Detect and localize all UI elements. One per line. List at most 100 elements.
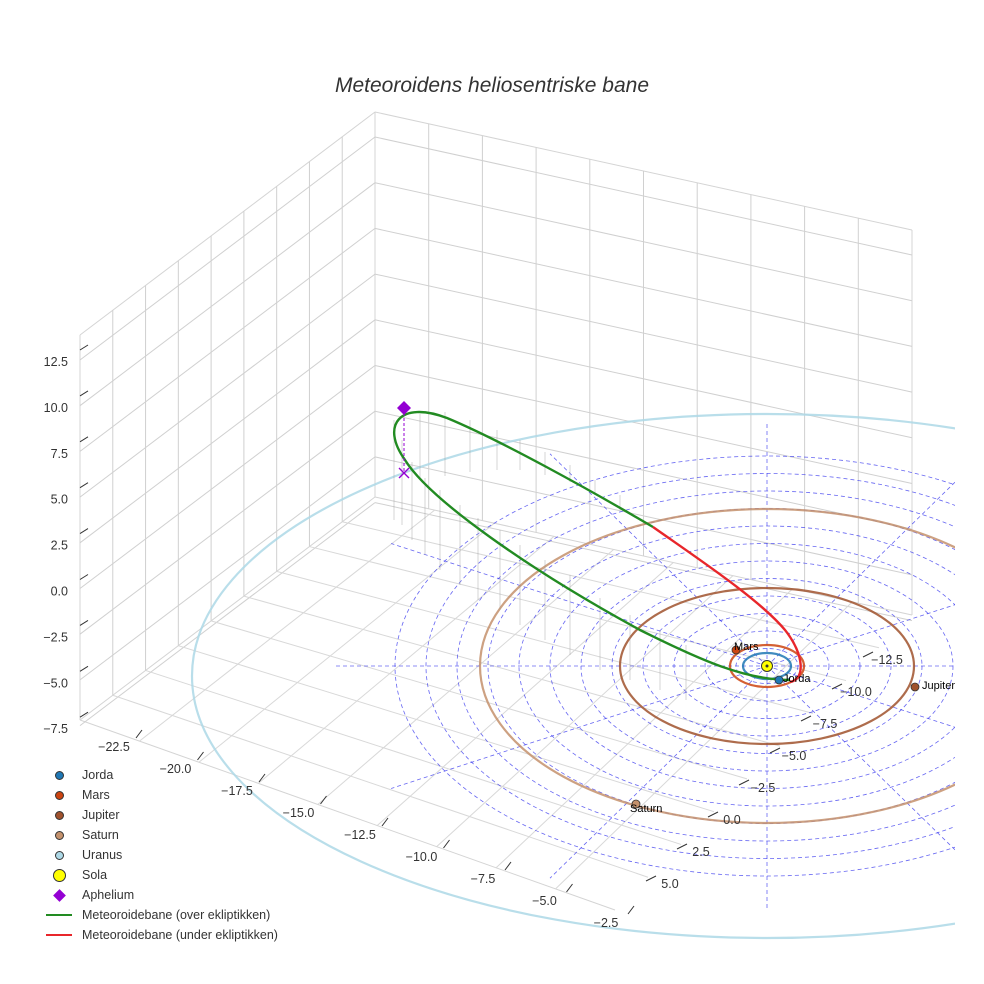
x-tick	[627, 905, 635, 915]
legend-label: Meteoroidebane (over ekliptikken)	[82, 908, 271, 922]
gridline	[79, 136, 376, 361]
planet-jupiter	[910, 682, 920, 692]
legend-symbol-icon	[42, 885, 76, 905]
gridline	[276, 570, 814, 714]
y-tick	[831, 683, 843, 690]
x-tick	[504, 861, 512, 871]
meteoroid-orbit	[393, 410, 802, 684]
x-tick	[197, 751, 204, 761]
x-tick	[135, 729, 143, 739]
gridline	[79, 456, 376, 681]
orbit-jupiter	[618, 586, 916, 746]
gridline	[79, 228, 376, 452]
legend-label: Saturn	[82, 828, 119, 842]
body-markers: Jorda Mars Jupiter Saturn	[397, 401, 955, 815]
legend-label: Mars	[82, 788, 110, 802]
orbit-mars	[728, 643, 806, 689]
x-tick	[258, 773, 266, 783]
x-tick-label: −5.0	[532, 894, 557, 908]
legend-entry: Jupiter	[42, 805, 278, 825]
z-tick-label: 10.0	[44, 401, 68, 415]
z-tick-label: 0.0	[51, 585, 68, 599]
orbit-saturn	[478, 507, 955, 825]
x-tick-label: −22.5	[98, 740, 130, 754]
z-tick	[79, 619, 89, 626]
y-tick	[769, 747, 781, 754]
box-edge	[79, 496, 376, 721]
z-tick-label: −5.0	[43, 676, 68, 690]
planet-label-jupiter: Jupiter	[922, 680, 955, 692]
axis-ticks: 12.5 10.0 7.5 5.0 2.5 0.0 −2.5 −5.0 −7.5 −22.5 −20…	[43, 344, 903, 930]
y-tick-label: −10.0	[840, 685, 872, 699]
gridline	[374, 502, 913, 622]
x-tick-label: −15.0	[283, 806, 315, 820]
legend-label: Aphelium	[82, 888, 135, 902]
legend-entry: Meteoroidebane (over ekliptikken)	[42, 905, 278, 925]
x-tick	[381, 817, 389, 827]
x-tick-label: −2.5	[594, 916, 619, 930]
planet-label-mars: Mars	[734, 641, 759, 653]
planet-label-jorda: Jorda	[783, 673, 811, 685]
z-tick	[79, 665, 89, 672]
ecliptic-polar-grid	[333, 421, 955, 911]
planet-label-saturn: Saturn	[630, 803, 662, 815]
y-tick-label: −5.0	[782, 749, 807, 763]
z-tick	[79, 528, 89, 535]
polar-spoke	[766, 665, 955, 851]
z-tick	[79, 482, 89, 489]
chart-title: Meteoroidens heliosentriske bane	[334, 74, 650, 97]
gridline	[178, 645, 715, 813]
legend-label: Jupiter	[82, 808, 120, 822]
x-tick-label: −20.0	[160, 762, 192, 776]
gridline	[342, 521, 880, 649]
gridline	[79, 182, 376, 407]
y-tick	[800, 715, 812, 722]
x-tick	[443, 839, 450, 849]
3d-gridlines	[79, 123, 913, 890]
y-tick	[738, 779, 750, 786]
z-tick-label: 5.0	[51, 493, 68, 507]
legend-entry: Saturn	[42, 825, 278, 845]
y-tick-label: −7.5	[813, 717, 838, 731]
planet-mars	[731, 645, 741, 655]
gridline	[317, 549, 614, 805]
planet-saturn	[631, 799, 641, 809]
x-tick-label: −17.5	[221, 784, 253, 798]
z-tick-label: −2.5	[43, 630, 68, 644]
box-edge	[79, 111, 376, 336]
gridline	[243, 595, 781, 747]
y-tick	[645, 875, 657, 882]
legend-label: Uranus	[82, 848, 123, 862]
planet-orbits	[191, 412, 955, 940]
gridline	[258, 535, 555, 784]
z-tick	[79, 436, 89, 443]
z-tick-label: −7.5	[43, 722, 68, 736]
polar-spoke	[766, 604, 955, 667]
legend-entry: Sola	[42, 865, 278, 885]
x-tick-label: −7.5	[471, 872, 496, 886]
box-edge	[79, 719, 616, 911]
gridline	[79, 273, 376, 498]
gridline	[79, 502, 376, 726]
orbit-below-ecliptic	[652, 526, 802, 684]
legend-label: Jorda	[82, 768, 114, 782]
legend-entry: Jorda	[42, 765, 278, 785]
legend-symbol-icon	[42, 925, 76, 945]
sun-center	[765, 664, 769, 668]
polar-spoke	[391, 543, 768, 667]
gridline	[495, 588, 794, 869]
legend-symbol-icon	[42, 905, 76, 925]
gridline	[555, 601, 853, 890]
legend-entry: Uranus	[42, 845, 278, 865]
legend-label: Meteoroidebane (under ekliptikken)	[82, 928, 278, 942]
gridline	[139, 509, 435, 742]
aphelion-projection	[398, 467, 410, 479]
legend-symbol-icon	[42, 805, 76, 825]
planet-jorda	[774, 675, 784, 685]
gridline	[79, 319, 376, 544]
gridline	[145, 669, 682, 845]
legend-symbol-icon	[42, 845, 76, 865]
legend-symbol-icon	[42, 865, 76, 885]
polar-spoke	[391, 665, 768, 789]
